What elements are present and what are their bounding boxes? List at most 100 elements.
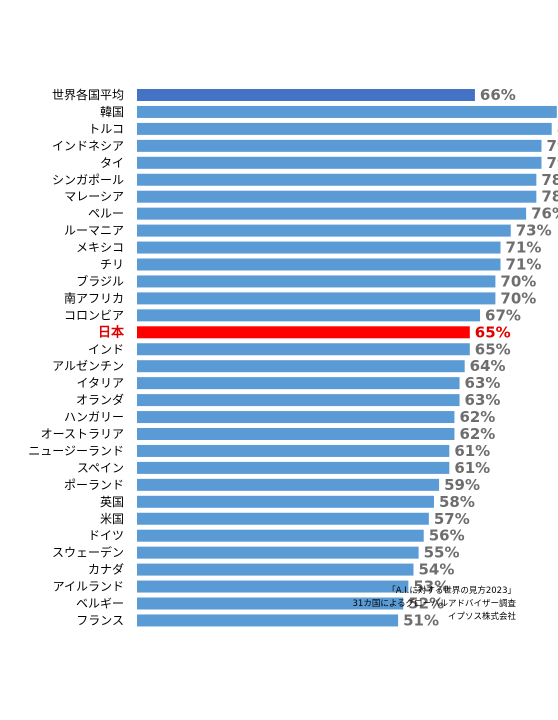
category-label-16: アルゼンチン (52, 359, 124, 373)
value-label-10: 71% (506, 256, 542, 274)
category-label-28: カナダ (88, 562, 124, 577)
bar-10 (137, 258, 501, 271)
bar-17 (137, 377, 460, 390)
bar-1 (137, 105, 557, 118)
source-note-line2: 31カ国によるグローバルアドバイザー調査 (352, 599, 516, 609)
bar-29 (137, 580, 409, 593)
category-label-27: スウェーデン (52, 545, 124, 560)
value-label-2: 81% (557, 120, 558, 138)
category-label-7: ペルー (88, 207, 124, 221)
bar-28 (137, 563, 414, 576)
bar-6 (137, 190, 537, 203)
value-label-20: 62% (459, 425, 495, 443)
value-label-30: 52% (408, 595, 444, 613)
value-label-27: 55% (424, 544, 460, 562)
bar-5 (137, 173, 537, 186)
category-label-19: ハンガリー (64, 410, 124, 424)
value-label-15: 65% (475, 340, 511, 358)
category-label-18: オランダ (76, 392, 124, 407)
bar-21 (137, 444, 450, 457)
bar-7 (137, 207, 527, 220)
bar-13 (137, 309, 481, 322)
category-label-17: イタリア (76, 376, 124, 390)
value-label-14: 65% (475, 323, 511, 341)
category-label-11: ブラジル (76, 273, 124, 288)
category-label-14: 日本 (98, 324, 124, 340)
bar-11 (137, 275, 496, 288)
bar-0 (137, 89, 475, 101)
bar-18 (137, 394, 460, 407)
category-label-20: オーストラリア (41, 427, 124, 441)
value-label-28: 54% (418, 561, 454, 579)
bar-12 (137, 292, 496, 305)
bar-9 (137, 241, 501, 254)
category-label-10: チリ (100, 258, 124, 272)
value-label-21: 61% (454, 442, 490, 460)
value-label-23: 59% (444, 476, 480, 494)
category-label-4: タイ (100, 156, 124, 170)
bar-26 (137, 529, 424, 542)
bar-3 (137, 139, 542, 152)
category-label-3: インドネシア (52, 139, 124, 153)
bar-16 (137, 360, 465, 373)
value-label-8: 73% (516, 222, 552, 240)
value-label-18: 63% (465, 391, 501, 409)
category-label-24: 英国 (100, 495, 124, 509)
bar-15 (137, 343, 470, 356)
value-label-5: 78% (541, 171, 558, 189)
value-label-13: 67% (485, 306, 521, 324)
category-label-6: マレーシア (64, 190, 124, 204)
category-label-9: メキシコ (76, 241, 124, 255)
value-label-22: 61% (454, 459, 490, 477)
source-note-line1: 「A.I.に対する世界の見方2023」 (387, 586, 516, 596)
category-label-22: スペイン (77, 461, 124, 475)
category-label-23: ポーランド (64, 478, 124, 492)
value-label-9: 71% (506, 239, 542, 257)
bar-14 (137, 326, 470, 339)
value-label-19: 62% (459, 408, 495, 426)
category-label-0: 世界各国平均 (52, 87, 124, 102)
category-label-2: トルコ (88, 122, 124, 136)
bar-8 (137, 224, 511, 237)
value-label-17: 63% (465, 374, 501, 392)
category-label-1: 韓国 (100, 105, 124, 119)
bar-22 (137, 461, 450, 474)
value-label-25: 57% (434, 510, 470, 528)
value-label-29: 53% (413, 578, 449, 596)
category-label-5: シンガポール (52, 173, 124, 187)
value-label-3: 79% (546, 137, 558, 155)
category-label-8: ルーマニア (64, 224, 124, 238)
bar-24 (137, 495, 434, 508)
value-label-12: 70% (500, 289, 536, 307)
bar-2 (137, 122, 552, 135)
bar-27 (137, 546, 419, 559)
value-label-31: 51% (403, 611, 439, 629)
category-label-29: アイルランド (53, 580, 124, 594)
value-label-6: 78% (541, 188, 558, 206)
value-label-4: 79% (546, 154, 558, 172)
category-label-25: 米国 (100, 512, 124, 526)
bar-4 (137, 156, 542, 169)
category-label-12: 南アフリカ (64, 290, 124, 305)
value-label-0: 66% (480, 86, 516, 104)
value-label-7: 76% (531, 205, 558, 223)
category-label-13: コロンビア (64, 308, 124, 322)
bar-19 (137, 411, 455, 424)
value-label-11: 70% (500, 272, 536, 290)
value-label-24: 58% (439, 493, 475, 511)
value-label-26: 56% (429, 527, 465, 545)
category-label-30: ベルギー (76, 597, 124, 611)
category-label-26: ドイツ (88, 529, 124, 543)
bar-23 (137, 478, 440, 491)
bar-20 (137, 428, 455, 440)
source-note-line3: イプソス株式会社 (447, 612, 516, 622)
category-label-31: フランス (76, 613, 124, 627)
value-label-16: 64% (470, 357, 506, 375)
bar-30 (137, 597, 404, 610)
source-note: 「A.I.に対する世界の見方2023」 31カ国によるグローバルアドバイザー調査… (353, 585, 516, 624)
category-label-15: インド (88, 342, 124, 356)
bar-25 (137, 512, 429, 525)
category-label-21: ニュージーランド (28, 444, 124, 458)
bar-31 (137, 614, 399, 627)
